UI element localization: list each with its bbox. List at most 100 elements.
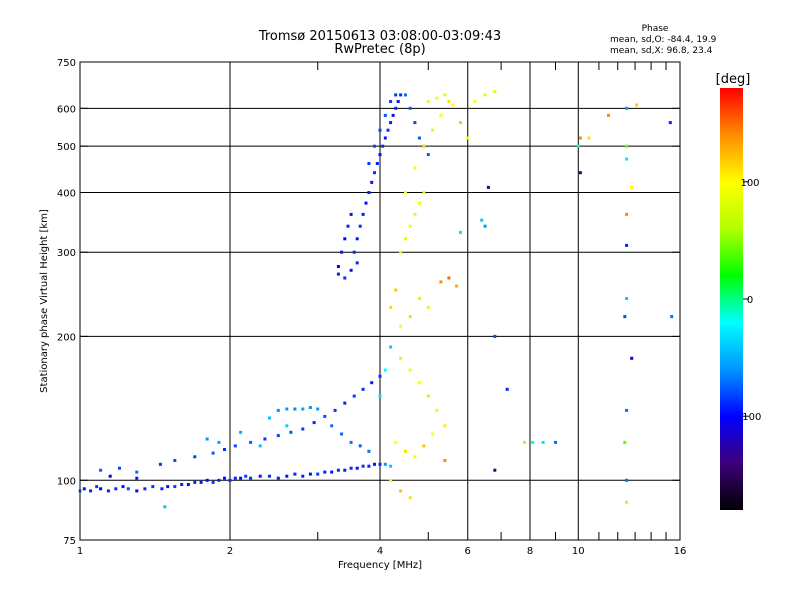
data-point xyxy=(249,476,253,480)
data-point xyxy=(413,212,417,216)
data-point xyxy=(349,440,353,444)
data-point xyxy=(391,113,395,117)
data-point xyxy=(233,444,237,448)
data-point xyxy=(635,103,639,107)
data-point xyxy=(186,483,190,486)
data-point xyxy=(625,500,629,504)
data-point xyxy=(336,468,340,472)
colorbar xyxy=(720,88,743,510)
data-point xyxy=(89,489,93,493)
data-point xyxy=(228,478,232,482)
data-point xyxy=(143,487,147,491)
data-point xyxy=(443,424,447,428)
data-point xyxy=(355,237,359,241)
data-point xyxy=(431,128,435,132)
data-point xyxy=(135,489,139,493)
data-point xyxy=(493,468,497,472)
data-point xyxy=(285,424,289,428)
data-point xyxy=(451,103,455,107)
data-point xyxy=(163,505,167,509)
data-point xyxy=(293,407,297,411)
data-point xyxy=(381,144,385,148)
data-point xyxy=(404,93,407,97)
data-point xyxy=(426,305,430,309)
data-point xyxy=(333,408,337,412)
data-point xyxy=(323,470,327,474)
x-axis-label: Frequency [MHz] xyxy=(338,560,422,571)
data-point xyxy=(276,434,280,438)
data-point xyxy=(625,144,629,148)
data-point xyxy=(408,368,412,372)
data-point xyxy=(158,462,162,466)
data-point xyxy=(323,414,327,418)
data-point xyxy=(670,315,674,319)
data-point xyxy=(316,407,320,411)
data-point xyxy=(422,444,426,448)
data-point xyxy=(404,191,407,194)
y-axis-label: Stationary phase Virtual Height [km] xyxy=(39,209,50,393)
data-point xyxy=(399,489,403,493)
data-point xyxy=(480,218,484,222)
data-point xyxy=(349,268,353,272)
data-point xyxy=(389,478,393,482)
y-tick-label: 300 xyxy=(57,248,76,259)
chart-title: Tromsø 20150613 03:08:00-03:09:43 xyxy=(258,29,501,44)
data-point xyxy=(361,464,365,468)
data-point xyxy=(413,455,417,459)
data-point xyxy=(367,162,371,165)
data-point xyxy=(114,487,118,491)
data-point xyxy=(276,476,280,480)
data-point xyxy=(418,297,421,300)
data-point xyxy=(378,374,382,378)
data-point xyxy=(394,93,398,97)
data-point xyxy=(99,487,103,491)
data-point xyxy=(352,394,356,398)
data-point xyxy=(378,153,382,157)
data-point xyxy=(308,406,312,409)
data-point xyxy=(211,480,215,484)
y-tick-label: 500 xyxy=(57,142,76,153)
data-point xyxy=(239,476,243,480)
plot-frame xyxy=(79,61,681,541)
data-point xyxy=(435,408,439,412)
data-point xyxy=(447,100,451,103)
data-point xyxy=(361,387,365,391)
data-point xyxy=(389,100,393,103)
data-point xyxy=(466,136,470,140)
phase-stats-x: mean, sd,X: 96.8, 23.4 xyxy=(610,46,713,56)
data-point xyxy=(630,185,634,189)
data-point xyxy=(523,440,526,444)
data-point xyxy=(404,237,407,241)
data-point xyxy=(408,315,412,319)
data-point xyxy=(383,462,387,466)
data-point xyxy=(668,121,672,125)
data-point xyxy=(389,464,393,468)
data-point xyxy=(106,489,110,493)
data-point xyxy=(625,157,629,161)
data-point xyxy=(493,90,497,94)
data-point xyxy=(343,237,347,241)
data-point xyxy=(276,408,280,412)
data-point xyxy=(455,284,459,288)
data-point xyxy=(531,440,535,444)
data-point xyxy=(394,106,398,110)
data-point xyxy=(343,401,347,405)
colorbar-label: [deg] xyxy=(716,72,751,87)
data-point xyxy=(373,144,376,148)
colorbar-tick-label: -100 xyxy=(739,412,762,423)
data-point xyxy=(373,171,376,175)
y-tick-label: 75 xyxy=(63,536,76,547)
data-point xyxy=(349,212,353,216)
data-point xyxy=(426,153,430,157)
data-point xyxy=(151,485,155,489)
data-point xyxy=(336,265,340,268)
axis-ticks xyxy=(80,61,680,541)
data-point xyxy=(576,144,580,148)
data-point xyxy=(399,93,403,97)
data-point xyxy=(205,478,209,482)
data-point xyxy=(160,487,164,491)
data-point xyxy=(625,297,629,300)
data-point xyxy=(458,230,462,234)
data-point xyxy=(166,485,170,489)
data-point xyxy=(308,472,312,476)
